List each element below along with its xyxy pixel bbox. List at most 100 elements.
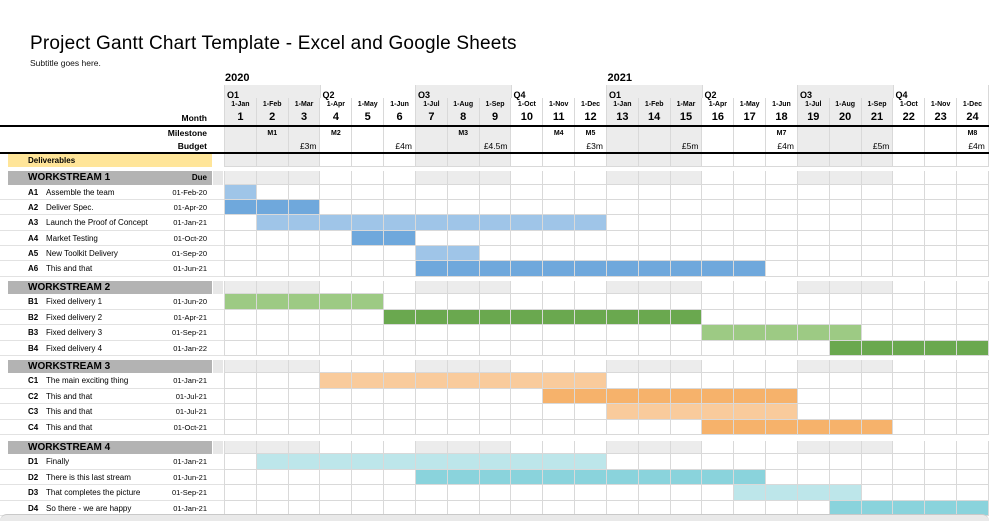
task-A6-m20[interactable] [829, 261, 862, 277]
task-B2-m23[interactable] [925, 309, 958, 326]
task-name[interactable]: This and that [46, 391, 93, 401]
deliverables-m7[interactable] [415, 154, 448, 167]
task-B3-m14[interactable] [638, 325, 671, 341]
task-name[interactable]: Market Testing [46, 233, 98, 243]
task-B3-m5[interactable] [352, 325, 385, 341]
task-A1-m19[interactable] [797, 184, 830, 200]
task-C4-m1[interactable] [225, 419, 257, 435]
task-C1-m17[interactable] [734, 373, 767, 389]
task-B2-bar-cell-m11[interactable] [543, 309, 576, 326]
task-D2-m2[interactable] [256, 469, 289, 486]
task-C4-m23[interactable] [925, 419, 958, 435]
task-A5-bar-cell-m7[interactable] [415, 246, 448, 262]
task-C2-m5[interactable] [352, 388, 385, 405]
task-D2-m3[interactable] [288, 469, 321, 486]
task-D2-m4[interactable] [320, 469, 353, 486]
task-C3-bar-cell-m17[interactable] [734, 404, 767, 420]
task-A5-bar-cell-m8[interactable] [447, 246, 480, 262]
task-name[interactable]: There is this last stream [46, 472, 131, 482]
deliverables-m24[interactable] [957, 154, 989, 167]
task-B4-bar-cell-m23[interactable] [925, 340, 958, 356]
task-A6-bar-cell-m15[interactable] [670, 261, 703, 277]
task-id[interactable]: B3 [28, 328, 39, 338]
task-D2-bar-cell-m7[interactable] [415, 469, 448, 486]
task-C1-bar-cell-m9[interactable] [479, 373, 512, 389]
task-due-date[interactable]: 01-Jan-22 [173, 343, 207, 353]
task-A4-m13[interactable] [606, 230, 639, 247]
task-A4-m4[interactable] [320, 230, 353, 247]
task-D1-bar-cell-m6[interactable] [384, 454, 416, 470]
task-A6-bar-cell-m7[interactable] [415, 261, 448, 277]
task-D3-m6[interactable] [384, 485, 416, 501]
task-A1-m12[interactable] [575, 184, 607, 200]
task-A4-m23[interactable] [925, 230, 958, 247]
task-B2-bar-cell-m8[interactable] [447, 309, 480, 326]
deliverables-m21[interactable] [861, 154, 894, 167]
task-A6-m6[interactable] [384, 261, 416, 277]
budget-m1[interactable] [225, 139, 257, 152]
task-C4-m11[interactable] [543, 419, 576, 435]
task-C1-bar-cell-m7[interactable] [415, 373, 448, 389]
task-A1-m5[interactable] [352, 184, 385, 200]
task-C4-m22[interactable] [893, 419, 926, 435]
task-A4-m24[interactable] [957, 230, 989, 247]
task-A6-m3[interactable] [288, 261, 321, 277]
task-A2-m6[interactable] [384, 199, 416, 216]
task-B3-m10[interactable] [511, 325, 544, 341]
task-B1-bar-cell-m3[interactable] [288, 294, 321, 310]
task-B4-m18[interactable] [766, 340, 798, 356]
task-B4-bar-cell-m20[interactable] [829, 340, 862, 356]
task-A5-m3[interactable] [288, 246, 321, 262]
task-A4-m19[interactable] [797, 230, 830, 247]
task-id[interactable]: A1 [28, 187, 39, 197]
task-due-date[interactable]: 01-Jan-21 [173, 457, 207, 467]
task-A3-m15[interactable] [670, 215, 703, 231]
task-A5-m12[interactable] [575, 246, 607, 262]
task-B1-m8[interactable] [447, 294, 480, 310]
task-C1-m21[interactable] [861, 373, 894, 389]
task-A2-m18[interactable] [766, 199, 798, 216]
task-id[interactable]: C3 [28, 407, 39, 417]
task-B2-m1[interactable] [225, 309, 257, 326]
task-D3-m5[interactable] [352, 485, 385, 501]
task-B2-bar-cell-m6[interactable] [384, 309, 416, 326]
task-C4-m14[interactable] [638, 419, 671, 435]
task-due-date[interactable]: 01-Jul-21 [175, 407, 207, 417]
task-A2-m11[interactable] [543, 199, 576, 216]
task-A2-m19[interactable] [797, 199, 830, 216]
task-A3-m1[interactable] [225, 215, 257, 231]
task-A5-m16[interactable] [702, 246, 735, 262]
task-A1-m10[interactable] [511, 184, 544, 200]
task-D2-m6[interactable] [384, 469, 416, 486]
task-C2-m10[interactable] [511, 388, 544, 405]
task-A2-m9[interactable] [479, 199, 512, 216]
task-A1-m11[interactable] [543, 184, 576, 200]
task-name[interactable]: The main exciting thing [46, 376, 129, 386]
task-C1-bar-cell-m4[interactable] [320, 373, 353, 389]
task-B1-m10[interactable] [511, 294, 544, 310]
task-A3-m19[interactable] [797, 215, 830, 231]
task-B2-bar-cell-m13[interactable] [606, 309, 639, 326]
milestone-m11[interactable]: M4 [543, 127, 576, 140]
task-A1-m8[interactable] [447, 184, 480, 200]
task-C3-m2[interactable] [256, 404, 289, 420]
task-C1-bar-cell-m5[interactable] [352, 373, 385, 389]
task-C2-m3[interactable] [288, 388, 321, 405]
task-C1-bar-cell-m12[interactable] [575, 373, 607, 389]
task-A1-m16[interactable] [702, 184, 735, 200]
task-B2-m24[interactable] [957, 309, 989, 326]
task-due-date[interactable]: 01-Sep-21 [171, 328, 207, 338]
task-B2-m18[interactable] [766, 309, 798, 326]
task-B1-m21[interactable] [861, 294, 894, 310]
task-A5-m10[interactable] [511, 246, 544, 262]
task-A3-bar-cell-m10[interactable] [511, 215, 544, 231]
budget-m12[interactable]: £3m [575, 139, 607, 152]
deliverables-m2[interactable] [256, 154, 289, 167]
task-D1-m14[interactable] [638, 454, 671, 470]
task-D2-bar-cell-m13[interactable] [606, 469, 639, 486]
task-D3-m13[interactable] [606, 485, 639, 501]
task-C3-bar-cell-m14[interactable] [638, 404, 671, 420]
task-A1-m23[interactable] [925, 184, 958, 200]
task-A5-m18[interactable] [766, 246, 798, 262]
task-B2-m21[interactable] [861, 309, 894, 326]
